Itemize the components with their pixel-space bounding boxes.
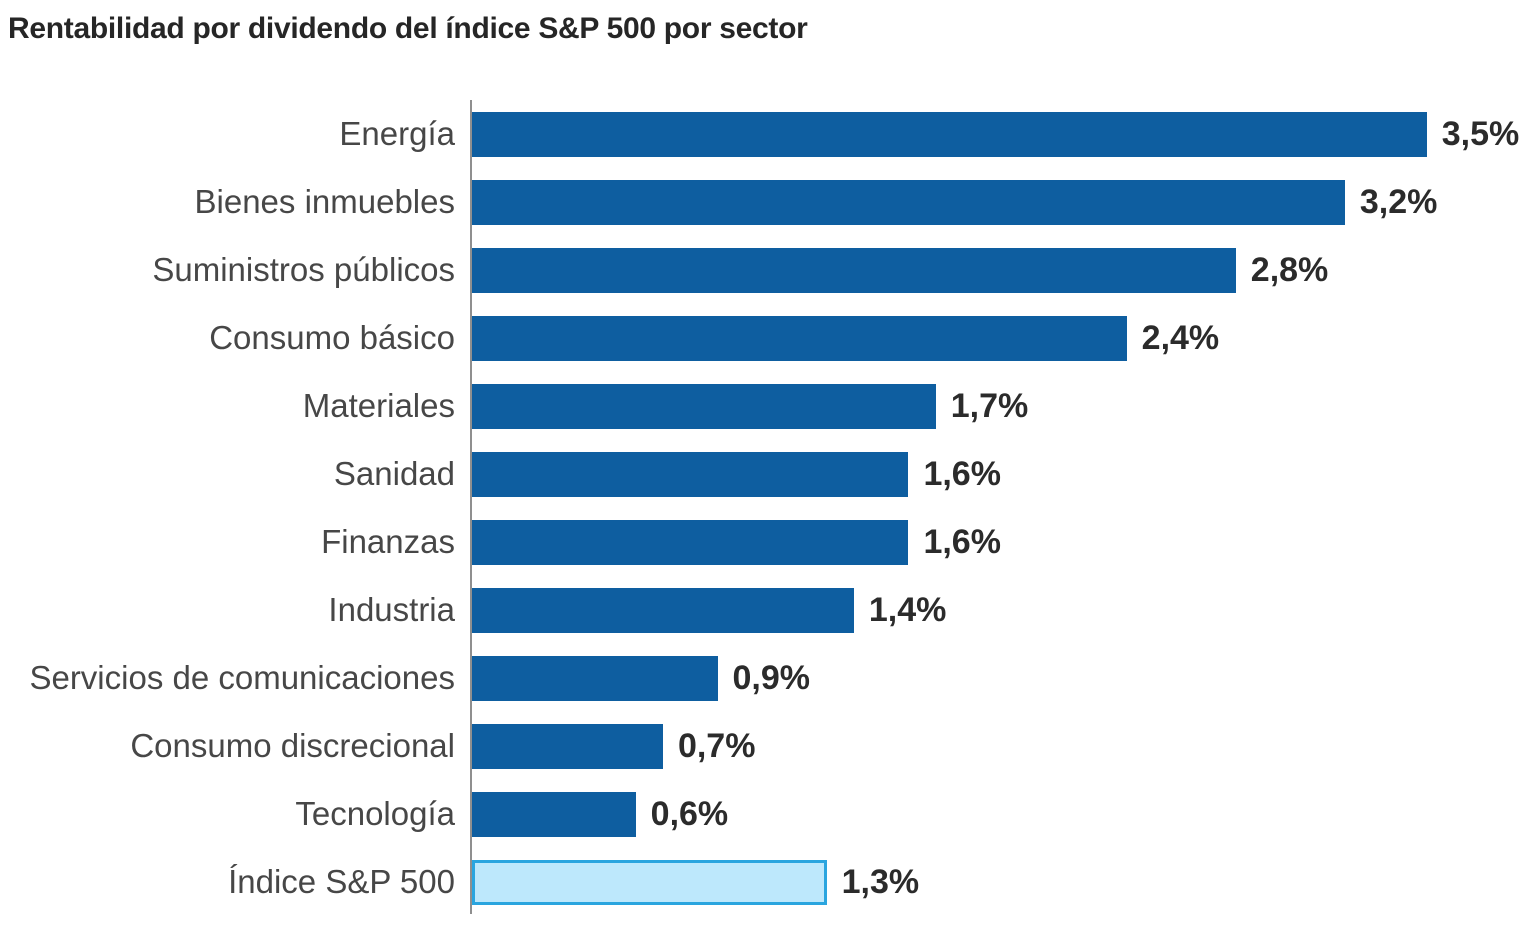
category-label: Servicios de comunicaciones (29, 659, 455, 697)
y-axis-line (470, 100, 472, 914)
bar-track: 1,6% (472, 452, 1534, 497)
bar-track: 1,3% (472, 860, 1534, 905)
chart-title: Rentabilidad por dividendo del índice S&… (8, 12, 808, 45)
bar-industria (472, 588, 854, 633)
bar-track: 1,7% (472, 384, 1534, 429)
bar-track: 1,6% (472, 520, 1534, 565)
bar-chart: Energía 3,5% Bienes inmuebles 3,2% Sumin… (0, 100, 1534, 914)
value-label: 0,7% (677, 727, 756, 765)
value-label: 1,3% (841, 863, 920, 901)
row-sanidad: Sanidad 1,6% (0, 452, 1534, 497)
bar-track: 2,4% (472, 316, 1534, 361)
bar-energia (472, 112, 1427, 157)
bar-indice-sp500 (472, 860, 827, 905)
value-label: 2,4% (1141, 319, 1220, 357)
value-label: 2,8% (1250, 251, 1329, 289)
category-label: Consumo básico (209, 319, 455, 357)
row-servicios-comunicaciones: Servicios de comunicaciones 0,9% (0, 656, 1534, 701)
row-finanzas: Finanzas 1,6% (0, 520, 1534, 565)
row-industria: Industria 1,4% (0, 588, 1534, 633)
value-label: 1,7% (950, 387, 1029, 425)
category-label: Industria (328, 591, 455, 629)
bar-consumo-discrecional (472, 724, 663, 769)
category-label: Finanzas (321, 523, 455, 561)
bar-materiales (472, 384, 936, 429)
category-label: Suministros públicos (152, 251, 455, 289)
bar-servicios-comunicaciones (472, 656, 718, 701)
bar-consumo-basico (472, 316, 1127, 361)
category-label: Energía (339, 115, 455, 153)
row-consumo-basico: Consumo básico 2,4% (0, 316, 1534, 361)
value-label: 0,9% (732, 659, 811, 697)
bar-track: 3,2% (472, 180, 1534, 225)
bar-rows: Energía 3,5% Bienes inmuebles 3,2% Sumin… (0, 100, 1534, 914)
bar-track: 2,8% (472, 248, 1534, 293)
bar-tecnologia (472, 792, 636, 837)
bar-track: 0,7% (472, 724, 1534, 769)
bar-sanidad (472, 452, 909, 497)
row-materiales: Materiales 1,7% (0, 384, 1534, 429)
row-suministros-publicos: Suministros públicos 2,8% (0, 248, 1534, 293)
value-label: 1,6% (923, 523, 1001, 561)
category-label: Consumo discrecional (130, 727, 455, 765)
bar-track: 3,5% (472, 112, 1534, 157)
category-label: Índice S&P 500 (228, 863, 455, 901)
bar-finanzas (472, 520, 909, 565)
bar-suministros-publicos (472, 248, 1236, 293)
row-energia: Energía 3,5% (0, 112, 1534, 157)
row-bienes-inmuebles: Bienes inmuebles 3,2% (0, 180, 1534, 225)
value-label: 3,5% (1441, 115, 1520, 153)
category-label: Tecnología (295, 795, 455, 833)
category-label: Materiales (302, 387, 455, 425)
category-label: Bienes inmuebles (194, 183, 456, 221)
row-indice-sp500: Índice S&P 500 1,3% (0, 860, 1534, 905)
value-label: 0,6% (650, 795, 729, 833)
bar-bienes-inmuebles (472, 180, 1345, 225)
value-label: 1,4% (868, 591, 947, 629)
row-consumo-discrecional: Consumo discrecional 0,7% (0, 724, 1534, 769)
bar-track: 1,4% (472, 588, 1534, 633)
value-label: 3,2% (1359, 183, 1438, 221)
bar-track: 0,6% (472, 792, 1534, 837)
value-label: 1,6% (923, 455, 1001, 493)
category-label: Sanidad (333, 455, 455, 493)
bar-track: 0,9% (472, 656, 1534, 701)
row-tecnologia: Tecnología 0,6% (0, 792, 1534, 837)
